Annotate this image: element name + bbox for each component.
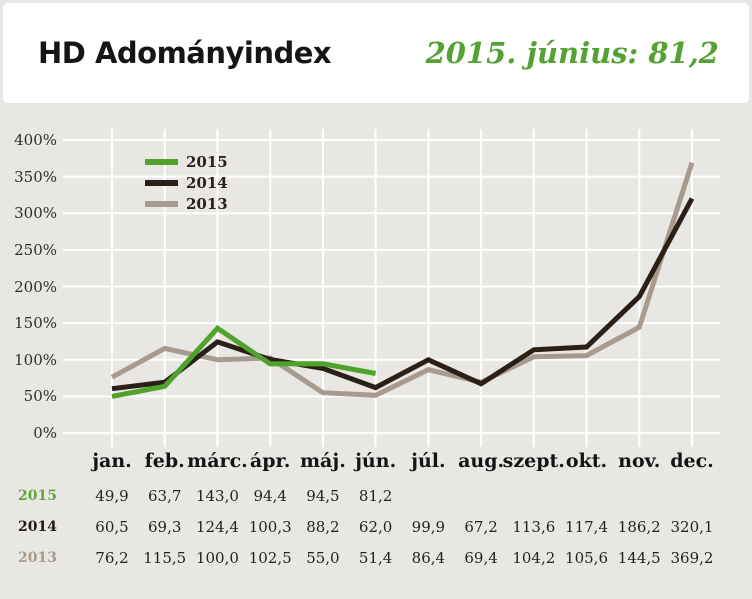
table-cell: 69,3 <box>148 518 182 536</box>
table-row-label-2015: 2015 <box>18 488 57 504</box>
table-cell: 113,6 <box>512 518 556 536</box>
x-axis-label-szept: szept. <box>502 450 565 472</box>
table-cell: 94,4 <box>253 487 287 505</box>
x-axis-label-feb: feb. <box>144 450 185 472</box>
table-cell: 124,4 <box>195 518 239 536</box>
header-card: HD Adományindex 2015. június: 81,2 <box>3 3 749 103</box>
table-cell: 60,5 <box>95 518 129 536</box>
legend-swatch-2015 <box>145 158 178 165</box>
legend-swatch-2014 <box>145 179 178 186</box>
legend-item-2015: 2015 <box>145 151 228 172</box>
table-cell: 55,0 <box>306 549 340 567</box>
table-row-label-2014: 2014 <box>18 519 57 535</box>
table-cell: 144,5 <box>617 549 661 567</box>
legend-label: 2013 <box>186 194 228 213</box>
y-axis-tick-label: 100% <box>14 350 57 369</box>
table-cell: 67,2 <box>464 518 498 536</box>
y-axis-tick-label: 150% <box>14 314 57 333</box>
x-axis-label-máj: máj. <box>299 450 346 472</box>
series-line-2015 <box>111 325 377 399</box>
legend-label: 2014 <box>186 173 228 192</box>
y-axis-tick-label: 400% <box>14 131 57 149</box>
y-axis-tick-label: 250% <box>14 240 57 259</box>
table-cell: 115,5 <box>143 549 187 567</box>
table-cell: 104,2 <box>512 549 556 567</box>
series-line-2014 <box>111 197 695 392</box>
legend-item-2013: 2013 <box>145 193 228 214</box>
table-cell: 100,3 <box>248 518 292 536</box>
y-axis-tick-label: 200% <box>14 277 57 296</box>
table-cell: 99,9 <box>411 518 446 536</box>
y-axis-tick-label: 350% <box>14 167 57 186</box>
x-axis-label-júl: júl. <box>411 450 446 472</box>
y-axis-tick-label: 300% <box>14 204 57 223</box>
x-axis-label-aug: aug. <box>458 450 505 472</box>
legend-swatch-2013 <box>145 200 178 207</box>
y-axis-tick-label: 50% <box>23 387 57 406</box>
table-row-label-2013: 2013 <box>18 550 57 566</box>
table-cell: 86,4 <box>411 549 446 567</box>
x-axis-label-jún: jún. <box>355 450 397 472</box>
table-cell: 63,7 <box>148 487 182 505</box>
x-axis-label-márc: márc. <box>187 450 248 472</box>
legend-label: 2015 <box>186 152 228 171</box>
table-cell: 69,4 <box>464 549 498 567</box>
table-cell: 105,6 <box>565 549 608 567</box>
header-current-value: 2015. június: 81,2 <box>425 36 719 70</box>
table-cell: 320,1 <box>670 518 714 536</box>
table-cell: 76,2 <box>95 549 129 567</box>
table-cell: 62,0 <box>358 518 393 536</box>
table-cell: 51,4 <box>358 549 393 567</box>
table-cell: 94,5 <box>306 487 340 505</box>
table-cell: 186,2 <box>617 518 661 536</box>
x-axis-label-nov: nov. <box>618 450 661 472</box>
table-cell: 117,4 <box>565 518 608 536</box>
table-cell: 100,0 <box>195 549 239 567</box>
table-cell: 49,9 <box>95 487 129 505</box>
table-cell: 88,2 <box>306 518 340 536</box>
x-axis-label-ápr: ápr. <box>249 450 291 472</box>
table-cell: 102,5 <box>248 549 292 567</box>
x-axis-label-jan: jan. <box>92 450 132 472</box>
x-axis-label-dec: dec. <box>670 450 714 472</box>
page-title: HD Adományindex <box>38 36 332 70</box>
table-cell: 369,2 <box>670 549 714 567</box>
x-axis-label-okt: okt. <box>565 450 608 472</box>
table-cell: 143,0 <box>195 487 239 505</box>
table-cell: 81,2 <box>358 487 393 505</box>
legend-item-2014: 2014 <box>145 172 228 193</box>
y-axis-tick-label: 0% <box>33 424 57 442</box>
